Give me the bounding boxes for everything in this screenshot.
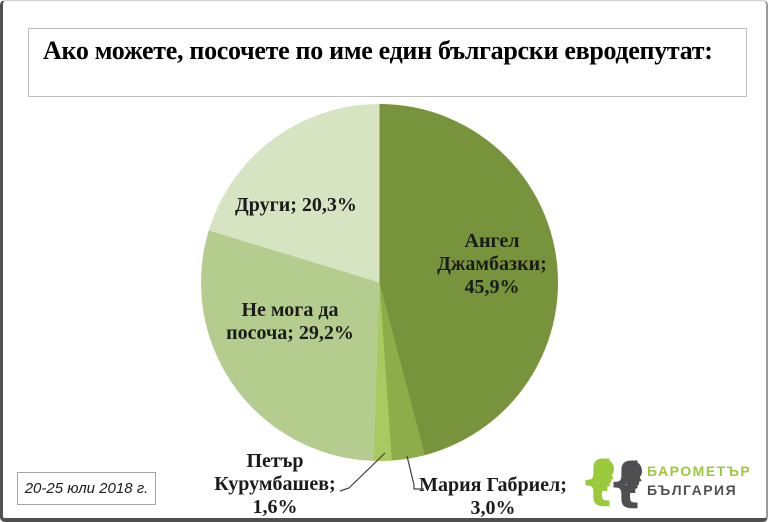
survey-date-box: 20-25 юли 2018 г. — [17, 472, 156, 505]
chart-title-box: Ако можете, посочете по име един българс… — [28, 28, 747, 97]
slice-label-angel-dzhambazki: Ангел Джамбазки; 45,9% — [437, 230, 547, 298]
slice-label-maria-gabriel: Мария Габриел; 3,0% — [419, 474, 567, 519]
slice-label-petar-kurumbashev: Петър Курумбашев; 1,6% — [214, 450, 336, 518]
chart-title: Ако можете, посочете по име един българс… — [43, 36, 713, 65]
logo-green-profile: { — [581, 451, 616, 509]
pie-chart — [201, 104, 558, 461]
logo-gray-profile: { — [607, 453, 644, 509]
barometer-bulgaria-logo: { { БАРОМЕТЪР БЪЛГАРИЯ — [581, 451, 749, 509]
logo-text-bulgaria: БЪЛГАРИЯ — [647, 482, 737, 498]
survey-date: 20-25 юли 2018 г. — [24, 480, 149, 497]
logo-text-barometer: БАРОМЕТЪР — [647, 463, 749, 479]
slice-label-drugi: Други; 20,3% — [235, 194, 357, 216]
slice-label-ne-moga-da-posocha: Не мога да посоча; 29,2% — [226, 299, 354, 344]
